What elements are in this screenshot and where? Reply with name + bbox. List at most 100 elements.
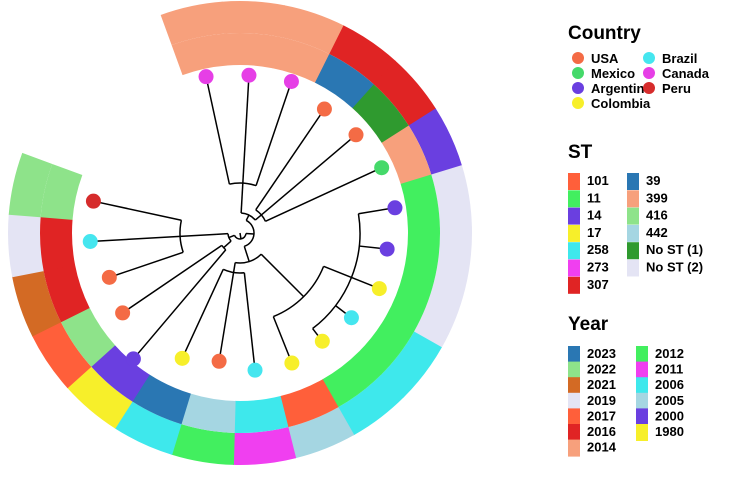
st-label: 258 xyxy=(587,242,609,257)
st-ring-segment xyxy=(402,227,440,283)
year-swatch xyxy=(636,377,648,395)
tree-branch xyxy=(93,200,182,222)
st-label: No ST (2) xyxy=(646,260,703,275)
tree-branch xyxy=(181,269,224,359)
st-legend-item: 14 xyxy=(568,207,602,225)
tree-tip-node xyxy=(247,362,263,378)
st-ring-segment xyxy=(131,374,191,425)
year-legend-item: 2023 xyxy=(568,346,616,363)
st-label: 17 xyxy=(587,225,601,240)
tree-tip-node xyxy=(241,67,257,83)
st-label: 14 xyxy=(587,208,602,223)
tree-branch xyxy=(245,232,255,235)
tree-tips xyxy=(82,67,403,378)
country-legend-item: Brazil xyxy=(643,51,697,66)
country-legend-item: Canada xyxy=(643,66,710,81)
st-swatch xyxy=(627,207,639,225)
st-ring-segment xyxy=(40,216,76,272)
country-swatch xyxy=(572,82,584,94)
st-legend-item: 11 xyxy=(568,190,601,208)
year-legend-item: 2017 xyxy=(568,408,616,426)
tree-tip-node xyxy=(314,333,330,349)
tree-branch xyxy=(239,232,242,240)
year-ring-segment xyxy=(287,407,355,459)
year-legend-item: 2011 xyxy=(636,361,683,379)
st-legend-item: 39 xyxy=(627,173,660,190)
st-swatch xyxy=(568,224,580,242)
year-label: 2019 xyxy=(587,393,616,408)
tree-branch xyxy=(254,214,262,221)
year-ring-segment xyxy=(278,5,345,55)
year-label: 2014 xyxy=(587,440,617,455)
tree-tip-node xyxy=(211,353,227,369)
year-label: 2000 xyxy=(655,408,684,423)
year-swatch xyxy=(568,439,580,457)
year-ring-segment xyxy=(431,165,472,229)
year-ring-segment xyxy=(67,366,133,429)
year-ring-segment xyxy=(413,281,466,348)
year-swatch xyxy=(568,424,580,441)
year-swatch xyxy=(636,392,648,410)
st-swatch xyxy=(627,190,639,208)
year-swatch xyxy=(636,424,648,441)
st-ring-segment xyxy=(180,393,236,433)
st-legend-item: 442 xyxy=(627,224,668,242)
tree-branch-arc xyxy=(179,220,184,253)
country-label: Brazil xyxy=(662,51,697,66)
st-ring-segment xyxy=(171,33,228,76)
tree-tip-node xyxy=(101,269,117,285)
st-ring-segment xyxy=(234,396,289,433)
year-ring xyxy=(8,1,472,465)
tree-branch xyxy=(180,233,217,238)
st-legend-title: ST xyxy=(568,142,593,163)
st-label: No ST (1) xyxy=(646,242,703,257)
st-ring-segment xyxy=(314,54,375,109)
year-label: 2023 xyxy=(587,346,616,361)
st-ring-segment xyxy=(385,273,435,333)
country-legend-item: USA xyxy=(572,51,619,66)
tree-branches xyxy=(90,75,396,371)
st-legend-item: 17 xyxy=(568,224,601,242)
st-label: 39 xyxy=(646,173,660,188)
tree-branch xyxy=(260,253,305,298)
country-label: Canada xyxy=(662,66,710,81)
tree-tip-node xyxy=(387,200,403,216)
year-ring-segment xyxy=(32,321,92,389)
year-legend-item: 1980 xyxy=(636,424,684,441)
tree-branch xyxy=(223,240,232,249)
tree-branch-arc xyxy=(273,266,325,318)
year-legend-item: 2014 xyxy=(568,439,617,457)
st-swatch xyxy=(627,173,639,190)
year-legend-title: Year xyxy=(568,314,609,335)
year-swatch xyxy=(568,408,580,426)
tree-branch xyxy=(255,81,293,186)
country-swatch xyxy=(572,67,584,79)
year-swatch xyxy=(636,408,648,426)
st-legend-item: 307 xyxy=(568,276,609,294)
year-ring-segment xyxy=(380,331,442,398)
country-label: Colombia xyxy=(591,96,651,111)
tree-tip-node xyxy=(379,241,395,257)
year-ring-segment xyxy=(373,60,437,127)
st-ring-segment xyxy=(43,264,90,323)
st-legend-item: 399 xyxy=(627,190,668,208)
year-label: 2011 xyxy=(655,362,683,377)
tree-tip-node xyxy=(174,350,190,366)
tree-tip-node xyxy=(115,305,131,321)
year-ring-segment xyxy=(114,401,182,455)
st-ring-segment xyxy=(272,36,330,83)
year-ring-segment xyxy=(337,374,405,436)
tree-branch xyxy=(228,234,235,239)
st-label: 101 xyxy=(587,173,609,188)
tree-branch xyxy=(243,246,250,262)
year-label: 2005 xyxy=(655,393,684,408)
tree-branch xyxy=(109,251,184,279)
st-legend-item: 416 xyxy=(627,207,668,225)
st-swatch xyxy=(568,259,580,277)
tree-branch xyxy=(205,76,231,185)
year-ring-segment xyxy=(233,427,297,465)
tree-branch xyxy=(272,316,293,364)
st-legend-item: No ST (2) xyxy=(627,259,703,277)
